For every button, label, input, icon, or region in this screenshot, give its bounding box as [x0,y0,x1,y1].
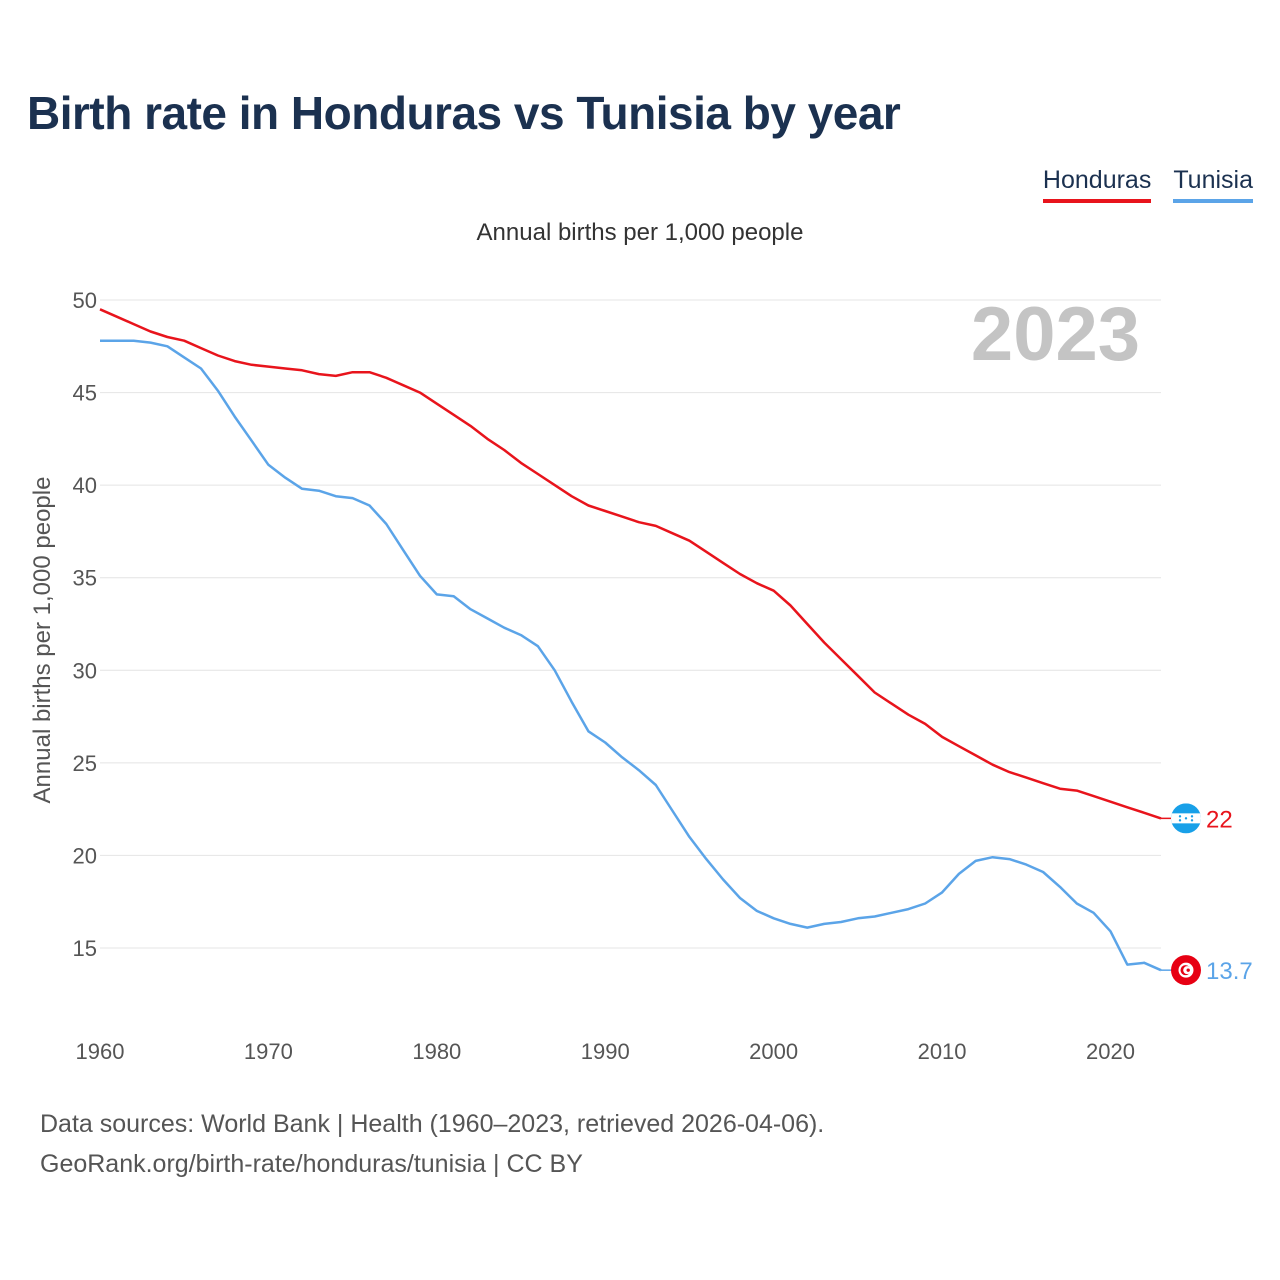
chart-title: Birth rate in Honduras vs Tunisia by yea… [27,87,901,139]
legend-item-honduras[interactable]: Honduras [1042,166,1152,203]
x-tick-label: 2000 [749,1039,798,1064]
line-chart: Annual births per 1,000 people Annual bi… [29,219,1253,1064]
y-tick-label: 25 [73,751,97,776]
footer-source: Data sources: World Bank | Health (1960–… [40,1110,825,1138]
series-line-tunisia [100,339,1162,972]
y-tick-label: 20 [73,843,97,868]
series-endpoints: 22 13.7 [1161,803,1253,986]
y-tick-label: 45 [73,381,97,406]
grid [100,299,1161,949]
honduras-flag-icon [1171,803,1201,834]
footer-link[interactable]: GeoRank.org/birth-rate/honduras/tunisia … [40,1150,583,1178]
end-value-label-honduras: 22 [1206,806,1233,833]
legend-item-tunisia[interactable]: Tunisia [1173,166,1253,203]
legend: Honduras Tunisia [1042,166,1253,203]
x-tick-label: 2020 [1086,1039,1135,1064]
y-tick-label: 50 [73,288,97,313]
y-axis-label: Annual births per 1,000 people [29,477,56,804]
x-tick-label: 1990 [581,1039,630,1064]
y-tick-label: 15 [73,936,97,961]
series [99,308,1162,972]
y-tick-label: 40 [73,473,97,498]
x-tick-label: 1970 [244,1039,293,1064]
x-tick-label: 2010 [918,1039,967,1064]
y-axis-ticks: 15 20 25 30 35 40 45 50 [73,288,97,961]
y-tick-label: 30 [73,658,97,683]
year-watermark: 2023 [971,292,1140,377]
tunisia-flag-icon [1171,955,1201,986]
series-line-honduras [99,308,1162,820]
chart-subtitle: Annual births per 1,000 people [477,219,804,246]
x-tick-label: 1960 [76,1039,125,1064]
end-value-label-tunisia: 13.7 [1206,958,1253,985]
y-tick-label: 35 [73,566,97,591]
footer: Data sources: World Bank | Health (1960–… [40,1104,824,1184]
x-tick-label: 1980 [412,1039,461,1064]
x-axis-ticks: 1960 1970 1980 1990 2000 2010 2020 [76,1039,1135,1064]
